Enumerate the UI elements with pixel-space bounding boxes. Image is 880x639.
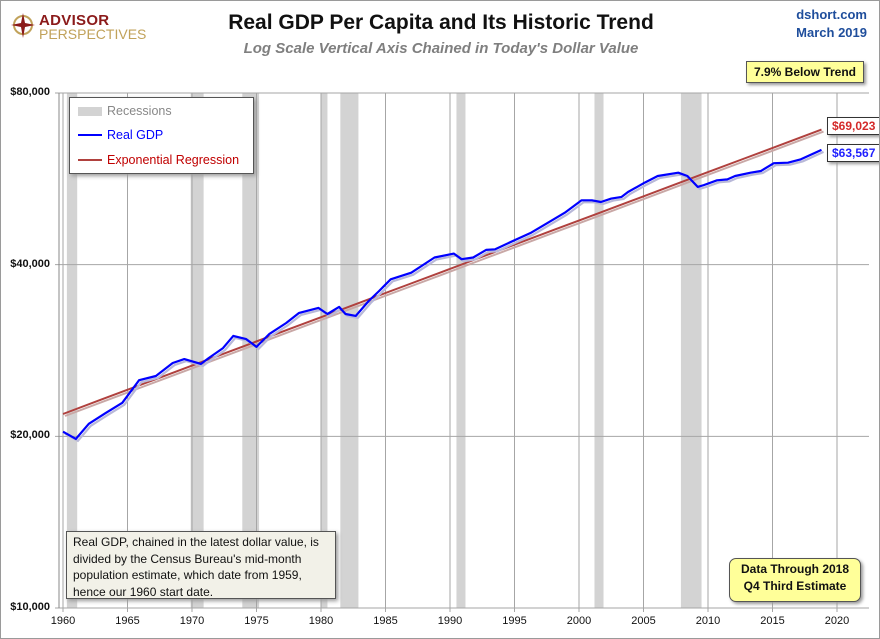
legend-item-regression: Exponential Regression (78, 152, 239, 168)
logo-text-bottom: PERSPECTIVES (39, 26, 147, 42)
chart-subtitle: Log Scale Vertical Axis Chained in Today… (243, 40, 639, 57)
y-tick-label: $80,000 (10, 86, 50, 98)
y-tick-label: $40,000 (10, 257, 50, 270)
source-date: March 2019 (796, 25, 867, 40)
x-tick-label: 1980 (308, 615, 334, 627)
x-tick-label: 1995 (502, 615, 527, 627)
recession-swatch (78, 106, 102, 116)
real-gdp-line-shadow (64, 150, 824, 443)
chart-title: Real GDP Per Capita and Its Historic Tre… (228, 11, 654, 34)
recession-band (190, 93, 204, 608)
regression-swatch (78, 159, 102, 161)
x-tick-label: 2020 (824, 615, 850, 627)
source-block: dshort.com March 2019 (796, 6, 867, 42)
recession-band (340, 93, 359, 608)
regression-line-shadow (64, 130, 824, 417)
legend-label: Real GDP (107, 128, 164, 142)
gdp-swatch (78, 134, 102, 136)
legend: Recessions Real GDP Exponential Regressi… (69, 97, 254, 174)
data-through-line2: Q4 Third Estimate (743, 579, 847, 593)
regression-end-label: $69,023 (827, 117, 879, 135)
recession-band (242, 93, 260, 608)
x-tick-label: 2010 (695, 615, 721, 627)
legend-item-real-gdp: Real GDP (78, 127, 163, 143)
compass-icon (11, 13, 35, 38)
recession-band (456, 93, 466, 608)
below-trend-badge: 7.9% Below Trend (746, 61, 864, 83)
gdp-end-label: $63,567 (827, 144, 879, 162)
legend-label: Exponential Regression (107, 153, 240, 167)
methodology-note: Real GDP, chained in the latest dollar v… (66, 531, 336, 599)
x-tick-label: 1965 (115, 615, 140, 627)
logo-text-top: ADVISOR (39, 12, 110, 29)
recession-band (66, 93, 78, 608)
x-tick-label: 2005 (631, 615, 656, 627)
regression-line (62, 128, 822, 415)
x-tick-label: 2015 (760, 615, 785, 627)
recession-band (321, 93, 328, 608)
legend-item-recessions: Recessions (78, 103, 172, 119)
recession-band (594, 93, 604, 608)
x-tick-label: 1985 (373, 615, 398, 627)
y-tick-label: $10,000 (10, 601, 50, 613)
data-through-badge: Data Through 2018 Q4 Third Estimate (729, 558, 861, 602)
y-tick-label: $20,000 (10, 429, 50, 442)
recession-band (680, 93, 702, 608)
real-gdp-line (62, 148, 822, 440)
data-through-line1: Data Through 2018 (740, 562, 850, 576)
x-tick-label: 1960 (50, 615, 76, 627)
x-tick-label: 1975 (244, 615, 269, 627)
source-site: dshort.com (796, 7, 867, 22)
legend-label: Recessions (107, 104, 172, 118)
x-tick-label: 1970 (179, 615, 205, 627)
x-tick-label: 1990 (437, 615, 463, 627)
x-tick-label: 2000 (566, 615, 592, 627)
